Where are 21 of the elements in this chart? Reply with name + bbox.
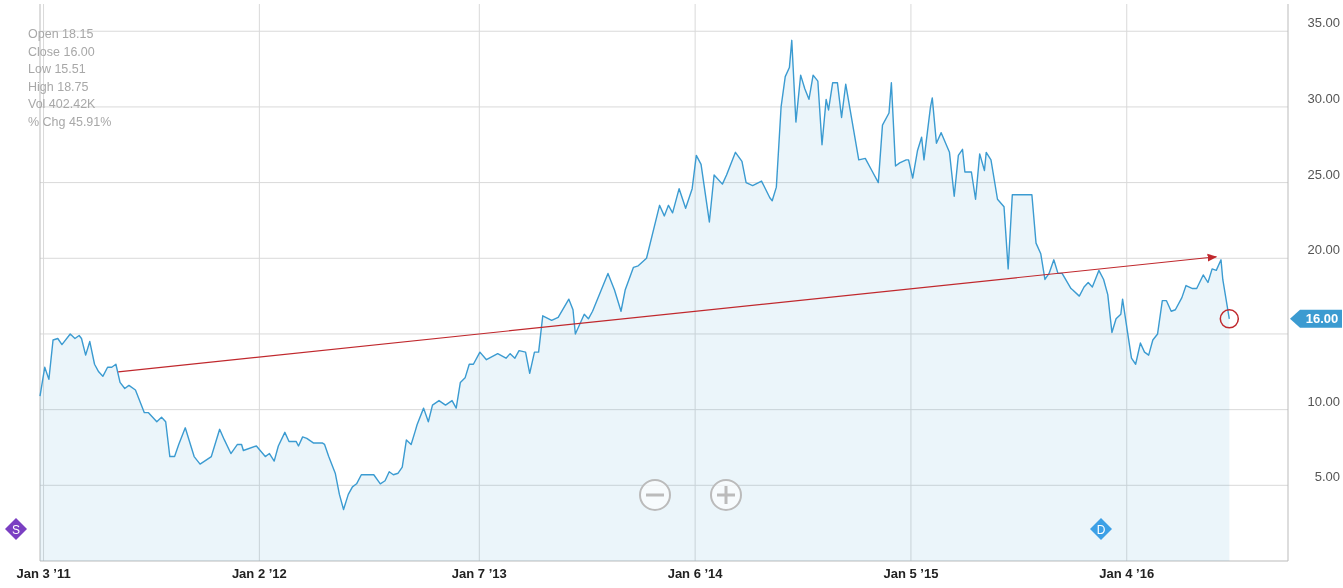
x-tick-label: Jan 4 ’16 (1099, 566, 1155, 581)
x-tick-label: Jan 7 ’13 (451, 566, 507, 581)
annotation: D (1096, 522, 1106, 537)
annotation: Open 18.15 (28, 27, 94, 41)
x-tick-label: Jan 5 ’15 (883, 566, 939, 581)
y-tick-label: 35.00 (1307, 15, 1340, 31)
x-tick-label: Jan 3 ’11 (16, 566, 71, 581)
y-tick-label: 25.00 (1307, 166, 1340, 182)
text: S (11, 522, 21, 537)
annotation: High 18.75 (28, 79, 89, 94)
y-tick-label: 5.00 (1314, 469, 1340, 485)
annotation: Vol 402.42K (28, 97, 97, 111)
y-tick-label: 30.00 (1307, 90, 1340, 106)
x-tick-label: Jan 2 ’12 (231, 566, 287, 581)
annotation: Close 16.00 (28, 44, 95, 59)
y-tick-label: 20.00 (1307, 242, 1340, 258)
y-tick-label: 10.00 (1307, 393, 1340, 409)
annotation: % Chg 45.91% (28, 114, 112, 129)
text: 16.00 (1305, 311, 1339, 327)
annotation: Low 15.51 (28, 62, 86, 76)
x-tick-label: Jan 6 ’14 (667, 566, 724, 581)
